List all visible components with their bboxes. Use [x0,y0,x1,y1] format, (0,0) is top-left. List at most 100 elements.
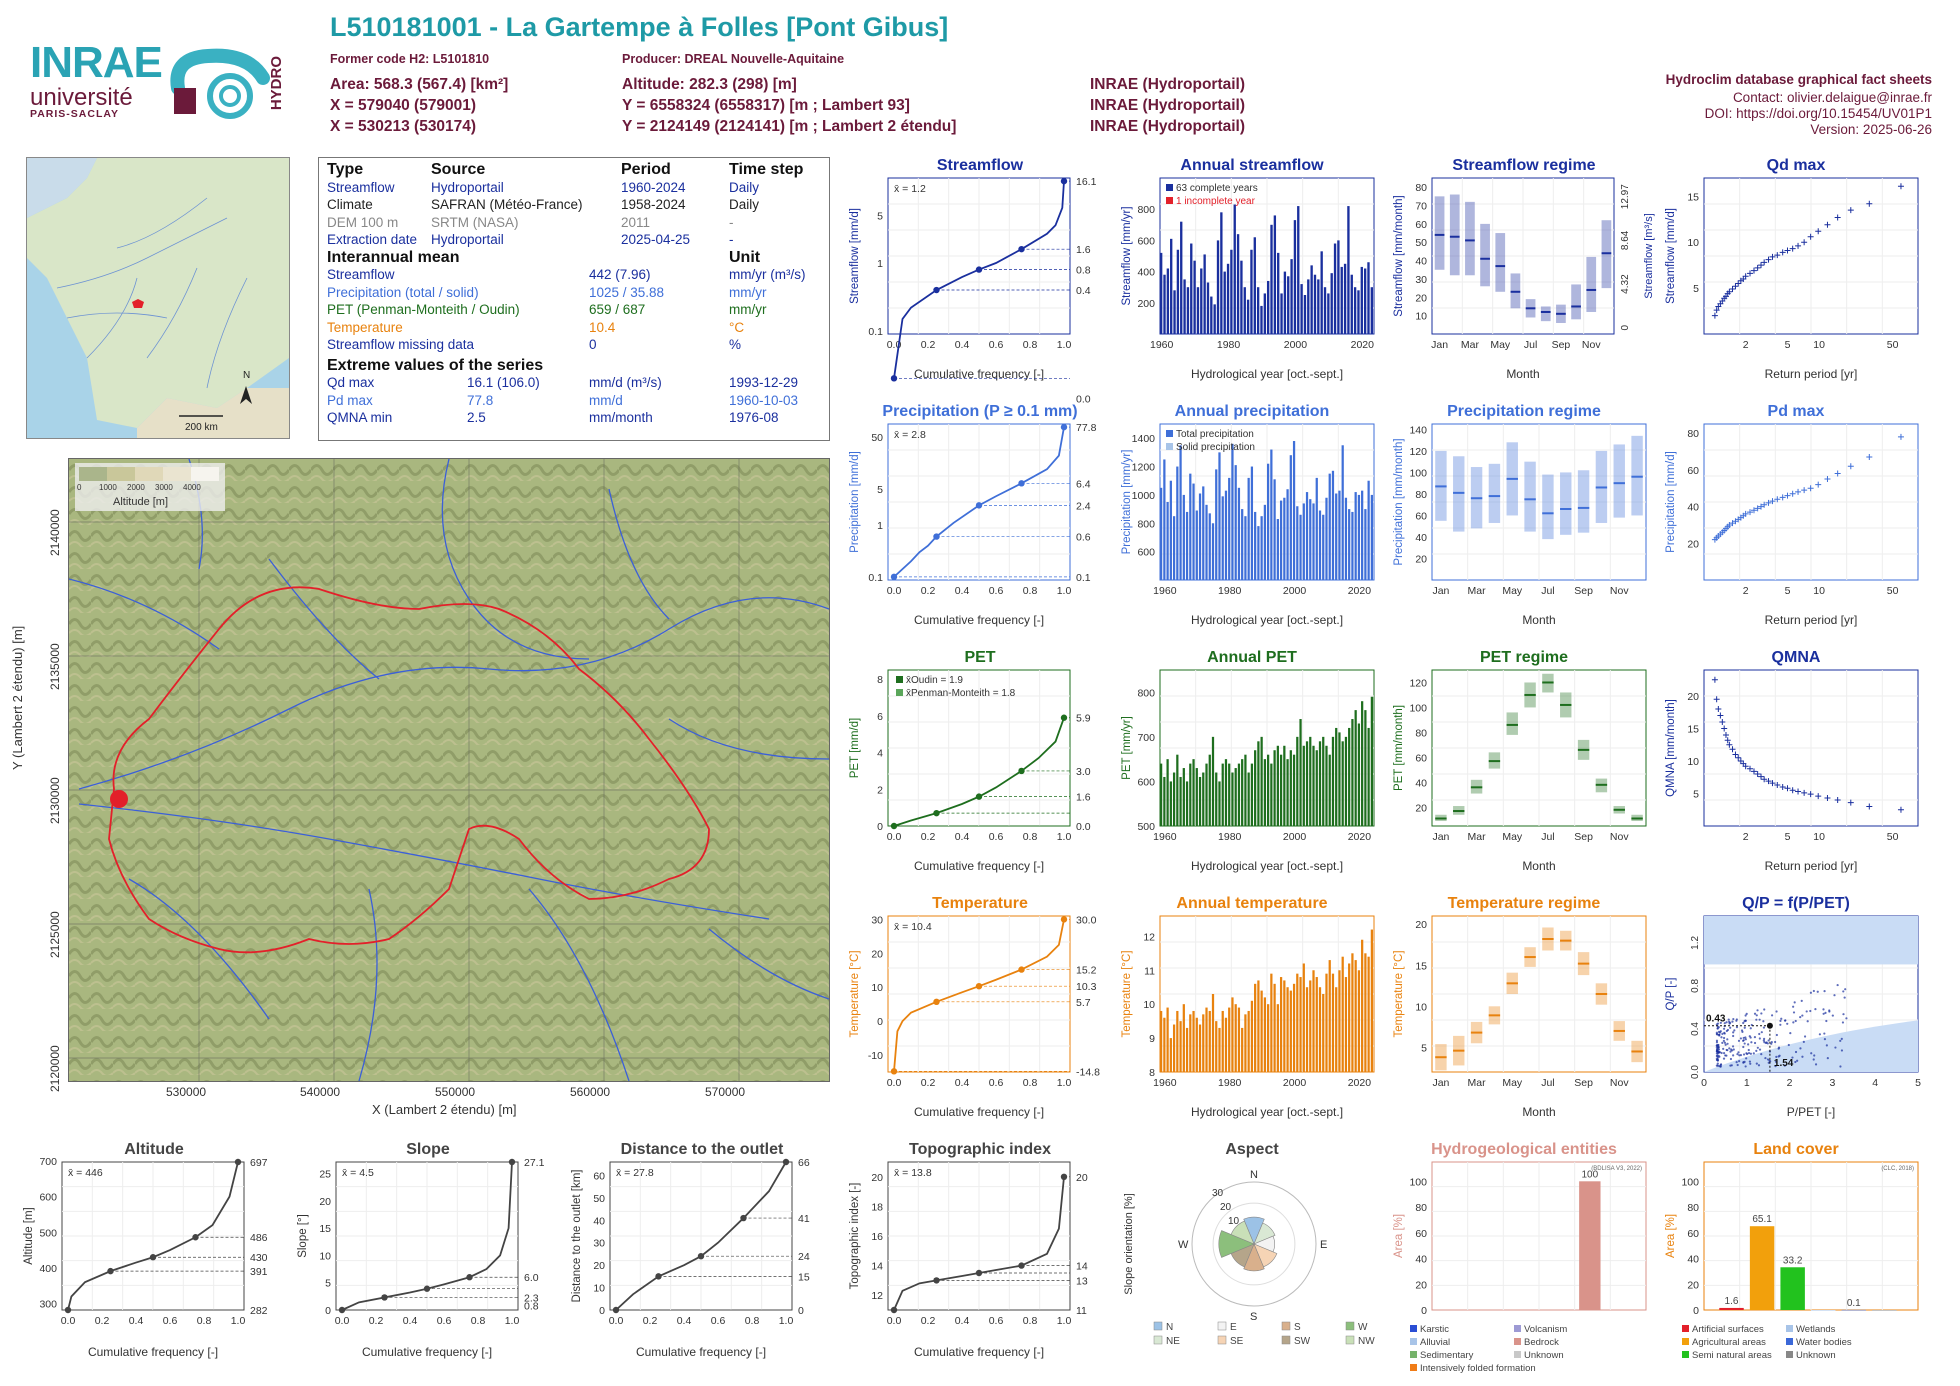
quantile-point [933,1277,940,1284]
bar [1305,987,1309,1072]
gauging-station-marker[interactable] [110,790,128,808]
axis-title: Cumulative frequency [-] [914,1105,1044,1119]
y-tick-label: 1400 [1132,433,1156,445]
y-tick-label: 14 [871,1261,883,1273]
catchment-map-graphic: 0 1000 2000 3000 4000 Altitude [m] [69,459,829,1081]
y-tick-label: 20 [1687,691,1699,703]
daily-point [1742,1039,1745,1042]
bar [1279,977,1283,1072]
north-label: N [243,370,250,381]
bar [1198,1024,1202,1072]
legend-swatch [1514,1351,1521,1358]
bar [1241,1027,1244,1072]
y-tick-label: 8 [1149,1067,1155,1079]
y-tick-label: 30 [593,1238,605,1250]
y-tick-label: 5 [1693,789,1699,801]
y-tick-label: 20 [1415,553,1427,565]
legend-swatch [896,676,903,683]
bar [1315,477,1318,580]
mean-value: 442 (7.96) [589,267,651,282]
bar [1163,459,1166,580]
bar [1247,1010,1250,1072]
daily-point [1834,1046,1837,1049]
quantile-point [1018,767,1025,775]
legend-swatch [1217,1321,1227,1331]
quantile-point [612,1306,620,1314]
bar [1166,268,1170,334]
daily-point [1737,1039,1741,1042]
axis-title: Streamflow [mm/yr] [1121,206,1133,305]
right-tick-label: 10.3 [1076,981,1097,993]
return-period-point [1711,676,1718,683]
axis-title: Temperature [°C] [849,950,861,1037]
bar [1160,252,1163,334]
bar [1525,1310,1548,1311]
x-tick-label: Jan [1432,831,1449,843]
y-tick-label: 20 [1415,1279,1427,1291]
y-tick-label: 80 [1415,1202,1427,1214]
return-period-point [1754,771,1761,777]
daily-point [1816,990,1819,993]
bar [1286,759,1289,826]
bar [1351,511,1354,580]
y-tick-label: 1000 [1132,490,1156,502]
return-period-point [1713,696,1720,703]
return-period-point [1735,280,1742,287]
mean-label-y: 0.43 [1706,1014,1726,1025]
quantile-point [338,1306,346,1314]
y-tick-label: 20 [593,1260,605,1272]
x-tick-label: 0.2 [921,339,936,351]
y-tick-label: 400 [1137,267,1155,279]
bar [1189,473,1192,580]
bar [1289,455,1292,580]
daily-point [1732,1054,1735,1057]
producer: Producer: DREAL Nouvelle-Aquitaine [622,52,845,66]
bar [1273,750,1276,826]
daily-point [1732,1017,1735,1021]
quantile-point [1018,1262,1025,1269]
bar [1361,490,1364,580]
bar [1351,719,1354,826]
bar [1323,287,1327,334]
former-code: Former code H2: L5101810 [330,52,490,66]
daily-point [1780,1017,1783,1020]
daily-point [1715,1064,1718,1067]
bar [1364,953,1367,1072]
return-period-point [1726,741,1733,748]
extreme-value: 2.5 [467,410,486,425]
right-tick-label: 13 [1076,1275,1088,1287]
universite-logo: université [30,84,133,111]
info-type: Extraction date [327,232,418,247]
cdf-line [341,1161,513,1311]
right-tick-label: 2.3 [524,1292,539,1304]
daily-point [1753,1041,1757,1045]
daily-point [1775,1010,1778,1013]
return-period-point [1747,509,1754,516]
extreme-date: 1960-10-03 [729,392,799,408]
y-tick-label: 100 [1409,702,1427,714]
extreme-title: Extreme values of the series [327,356,544,374]
bar [1202,1014,1205,1072]
chart-title: Annual streamflow [1180,157,1324,174]
mean-unit: mm/yr [729,284,767,300]
quantile-point [192,1234,199,1241]
legend-tick: 0 [77,483,82,492]
right-tick-label: 77.8 [1076,422,1097,434]
bar [1172,1024,1176,1072]
mean-row: Streamflow 442 (7.96) mm/yr (m³/s) [327,266,827,284]
axis-title: Area [%] [1665,1214,1677,1258]
map-ytick: 2130000 [48,777,62,824]
bar [1231,443,1234,580]
bar [1325,973,1328,1072]
contact: Contact: olivier.delaigue@inrae.fr [1732,90,1932,105]
return-period-point [1801,487,1808,494]
right-tick-label: 5.7 [1076,997,1091,1009]
bar [1347,206,1350,334]
paris-saclay-logo: PARIS-SACLAY [30,108,120,120]
daily-point [1742,1053,1746,1056]
bar [1348,509,1351,580]
daily-point [1783,1064,1786,1067]
info-source: Hydroportail [431,179,504,195]
bar [1498,1310,1521,1311]
daily-point [1720,1036,1723,1039]
